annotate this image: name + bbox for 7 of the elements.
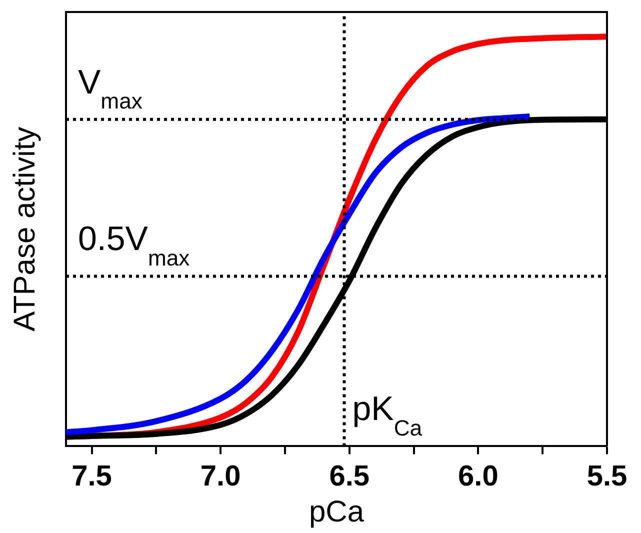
text: 6.0 — [458, 460, 498, 493]
x-tick-label: 6.5 — [329, 460, 370, 493]
x-tick-label: 5.5 — [586, 460, 628, 493]
y-axis-title: ATPase activity — [8, 126, 42, 332]
text: 7.0 — [200, 460, 241, 493]
x-tick-label: 7.5 — [72, 460, 112, 493]
x-axis-title: pCa — [308, 495, 364, 528]
